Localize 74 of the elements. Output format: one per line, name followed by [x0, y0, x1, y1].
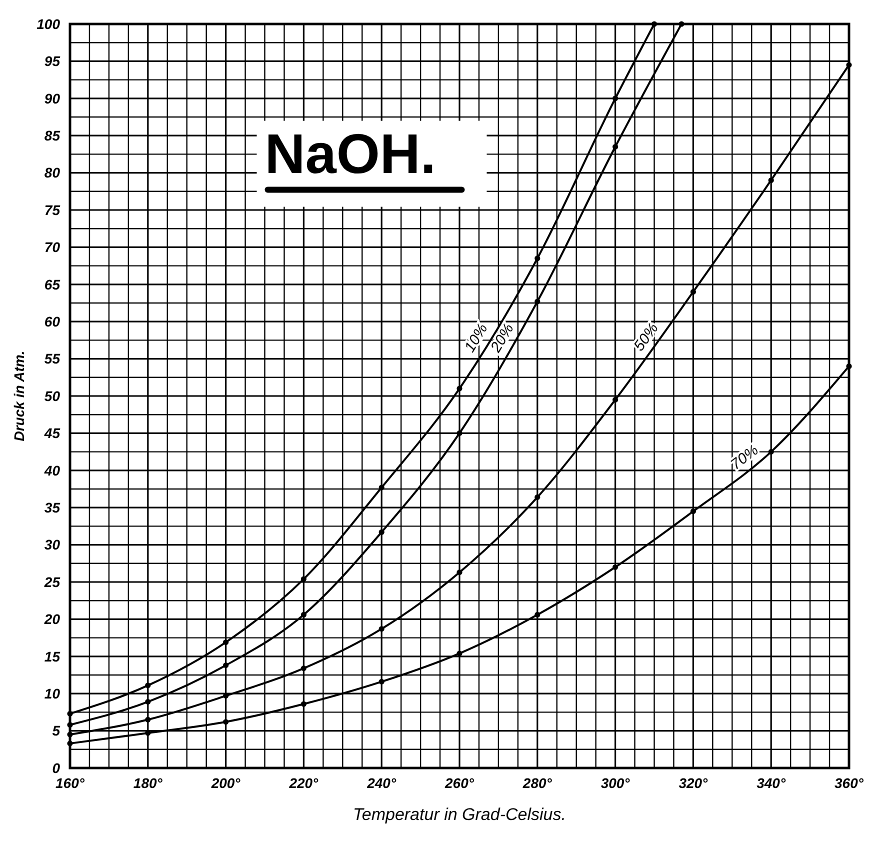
y-tick-label: 60 — [44, 314, 60, 330]
y-tick-label: 50 — [44, 388, 60, 404]
point — [145, 682, 151, 688]
text: 70% — [728, 442, 762, 474]
x-tick-label: 240° — [366, 775, 396, 791]
y-tick-label: 95 — [44, 53, 60, 70]
y-tick-label: 10 — [44, 686, 60, 702]
point — [846, 62, 852, 68]
x-tick-label: 260° — [444, 775, 474, 791]
point — [678, 21, 684, 27]
y-tick-label: 70 — [44, 239, 60, 256]
point — [300, 701, 306, 707]
point — [846, 363, 852, 370]
point — [378, 529, 384, 535]
point — [223, 639, 229, 646]
y-tick-label: 30 — [44, 536, 60, 553]
point — [651, 21, 658, 27]
point — [768, 449, 774, 455]
y-tick-label: 55 — [44, 350, 60, 367]
point — [378, 678, 384, 684]
point — [534, 612, 540, 618]
x-tick-label: 280° — [522, 775, 552, 791]
point — [534, 256, 540, 262]
y-tick-label: 65 — [44, 276, 60, 292]
point — [223, 719, 229, 725]
y-tick-label: 20 — [43, 611, 60, 628]
point — [145, 698, 151, 705]
point — [300, 576, 306, 582]
point — [67, 740, 73, 746]
x-tick-label: 300° — [600, 775, 630, 791]
x-tick-label: 360° — [834, 775, 864, 791]
point — [768, 177, 774, 184]
point — [456, 650, 462, 656]
point — [223, 662, 229, 668]
y-tick-label: 80 — [44, 164, 60, 181]
x-tick-label: 320° — [678, 775, 708, 791]
y-tick-label: 25 — [43, 574, 60, 590]
point — [378, 484, 384, 490]
x-tick-label: 180° — [133, 775, 163, 791]
point — [300, 612, 306, 618]
x-axis-title: Temperatur in Grad-Celsius. — [353, 805, 566, 824]
text: NaOH. — [264, 122, 436, 185]
point — [145, 716, 151, 722]
point — [378, 626, 384, 632]
y-tick-label: 85 — [44, 128, 60, 144]
point — [67, 732, 73, 738]
point — [456, 386, 462, 392]
point — [67, 722, 73, 728]
point — [67, 710, 73, 716]
point — [612, 96, 618, 102]
y-tick-label: 35 — [44, 500, 60, 516]
y-tick-label: 5 — [52, 722, 60, 739]
point — [612, 144, 618, 150]
x-tick-label: 160° — [56, 775, 85, 791]
point — [456, 570, 462, 576]
point — [534, 298, 540, 304]
point — [690, 289, 696, 295]
point — [612, 396, 618, 403]
y-tick-label: 100 — [36, 16, 60, 32]
x-tick-label: 340° — [756, 775, 786, 791]
point — [456, 430, 462, 436]
point — [534, 494, 540, 500]
x-tick-label: 200° — [210, 775, 241, 791]
y-tick-label: 75 — [44, 202, 60, 218]
y-axis-title: Druck in Atm. — [11, 350, 27, 442]
y-tick-label: 0 — [52, 760, 60, 776]
y-tick-label: 15 — [44, 648, 60, 664]
y-tick-label: 90 — [44, 90, 60, 106]
y-tick-label: 40 — [43, 462, 60, 478]
point — [612, 564, 618, 570]
y-tick-label: 45 — [43, 425, 60, 442]
x-tick-label: 220° — [288, 775, 319, 791]
point — [690, 508, 696, 514]
point — [300, 666, 306, 672]
